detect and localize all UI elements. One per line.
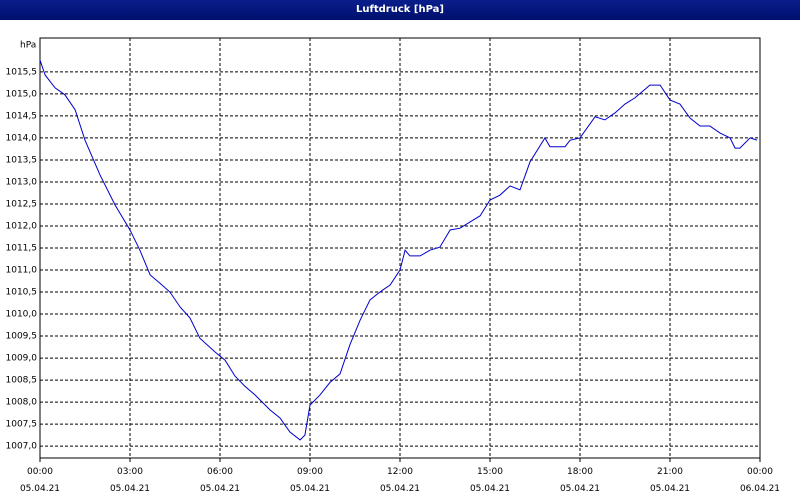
y-tick-label: 1007,5 [6, 420, 38, 430]
y-tick-label: 1011,5 [6, 244, 38, 254]
y-tick-label: 1011,0 [6, 266, 38, 276]
y-tick-label: 1010,5 [6, 288, 38, 298]
y-axis-unit: hPa [20, 41, 36, 51]
y-tick-label: 1010,0 [6, 310, 38, 320]
y-tick-label: 1014,5 [6, 111, 38, 121]
y-tick-label: 1009,5 [6, 332, 38, 342]
y-tick-label: 1012,0 [6, 221, 38, 231]
chart-title: Luftdruck [hPa] [0, 0, 800, 20]
x-tick-label: 06:00 05.04.21 [199, 467, 241, 494]
x-tick-label: 21:00 05.04.21 [649, 467, 691, 494]
y-tick-label: 1008,0 [6, 398, 38, 408]
y-tick-label: 1013,5 [6, 155, 38, 165]
x-tick-label: 00:00 05.04.21 [19, 467, 61, 494]
y-tick-label: 1009,0 [6, 354, 38, 364]
data-line [39, 59, 758, 441]
x-tick-label: 03:00 05.04.21 [109, 467, 151, 494]
y-tick-label: 1013,0 [6, 177, 38, 187]
y-tick-label: 1012,5 [6, 199, 38, 209]
plot-frame [39, 37, 761, 459]
y-tick-label: 1014,0 [6, 133, 38, 143]
x-tick-label: 00:00 06.04.21 [739, 467, 781, 494]
x-tick-label: 12:00 05.04.21 [379, 467, 421, 494]
x-tick-label: 18:00 05.04.21 [559, 467, 601, 494]
y-tick-label: 1008,5 [6, 376, 38, 386]
x-tick-label: 09:00 05.04.21 [289, 467, 331, 494]
y-tick-label: 1007,0 [6, 442, 38, 452]
y-tick-label: 1015,5 [6, 67, 38, 77]
y-tick-label: 1015,0 [6, 89, 38, 99]
x-tick-label: 15:00 05.04.21 [469, 467, 511, 494]
